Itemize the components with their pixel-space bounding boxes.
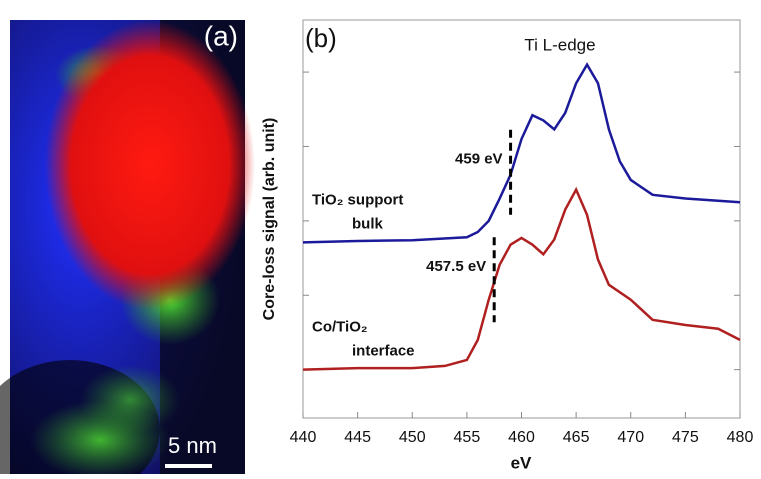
x-axis-label: eV — [511, 453, 532, 472]
x-tick-label: 440 — [290, 429, 317, 446]
x-tick-label: 465 — [563, 429, 590, 446]
annotation-label: 457.5 eV — [426, 258, 486, 275]
series-line — [302, 186, 741, 371]
series-label: bulk — [352, 215, 383, 232]
series-line — [302, 62, 741, 244]
y-axis-label: Core-loss signal (arb. unit) — [261, 118, 278, 321]
x-tick-label: 480 — [727, 429, 754, 446]
series-label: Co/TiO₂ — [312, 319, 368, 336]
micrograph — [0, 20, 255, 479]
x-tick-label: 475 — [672, 429, 699, 446]
x-tick-label: 470 — [617, 429, 644, 446]
panel-label: (a) — [204, 20, 238, 51]
x-tick-label: 455 — [454, 429, 481, 446]
scale-bar-label: 5 nm — [168, 433, 217, 458]
annotation-label: 459 eV — [455, 151, 503, 168]
panel-label: (b) — [305, 23, 337, 53]
series-label: TiO₂ support — [312, 191, 403, 208]
chart-title: Ti L-edge — [524, 35, 595, 54]
x-tick-label: 460 — [508, 429, 535, 446]
series-label: interface — [352, 343, 415, 360]
x-tick-label: 445 — [344, 429, 371, 446]
x-tick-label: 450 — [399, 429, 426, 446]
